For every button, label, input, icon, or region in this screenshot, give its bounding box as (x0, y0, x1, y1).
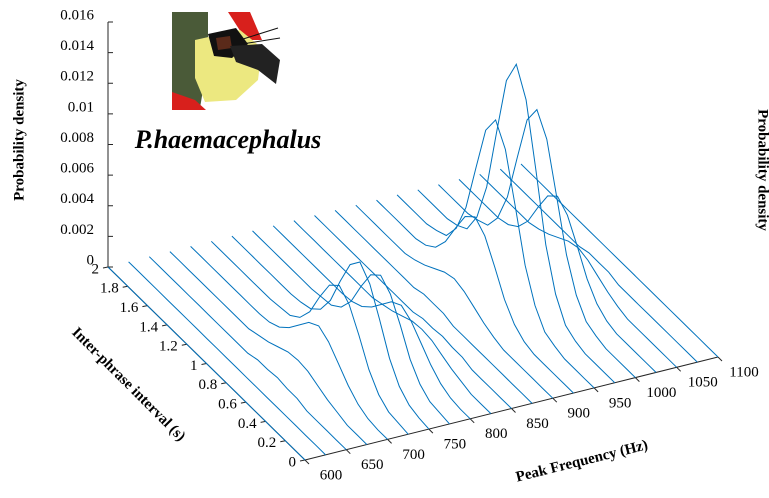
x-tick-label: 850 (526, 416, 549, 432)
x-tick (677, 367, 681, 371)
x-tick-label: 950 (609, 395, 632, 411)
y-tick (202, 364, 207, 365)
y-tick-label: 0 (289, 454, 297, 470)
density-line (356, 205, 553, 398)
annotation: P.haemacephalus (134, 125, 322, 154)
y-tick-label: 1 (190, 358, 198, 374)
x-tick (388, 439, 392, 443)
z-tick-label: 0.004 (60, 191, 94, 207)
x-tick (635, 378, 639, 382)
z-tick-label: 0.002 (60, 222, 94, 238)
z-tick-label: 0.016 (60, 7, 94, 23)
y-tick-label: 1.8 (100, 281, 119, 297)
y-tick (280, 441, 285, 442)
y-tick-label: 1.2 (159, 339, 178, 355)
z-tick-label: 0.012 (60, 69, 94, 85)
x-axis-title: Peak Frequency (Hz) (514, 437, 649, 485)
density-line (108, 267, 305, 460)
y-tick-label: 0.4 (238, 416, 257, 432)
y-tick-label: 0.6 (218, 397, 237, 413)
bird-icon (172, 12, 280, 110)
y-tick (103, 267, 108, 268)
clipped-label: Probability density (755, 109, 769, 231)
z-tick-label: 0.008 (60, 130, 94, 146)
density-line (500, 169, 697, 362)
x-tick (512, 409, 516, 413)
x-tick (718, 357, 722, 361)
y-tick-label: 0.2 (258, 435, 277, 451)
y-tick (162, 325, 167, 326)
x-tick (470, 419, 474, 423)
x-tick (346, 450, 350, 454)
x-tick-label: 1050 (688, 375, 718, 391)
x-tick-label: 700 (402, 447, 425, 463)
y-tick (221, 383, 226, 384)
x-tick-label: 1000 (646, 385, 676, 401)
x-tick (594, 388, 598, 392)
y-tick (123, 286, 128, 287)
x-tick-label: 750 (444, 437, 467, 453)
x-tick (553, 398, 557, 402)
density-line (521, 164, 718, 357)
density-line (170, 252, 367, 445)
x-tick-label: 800 (485, 426, 508, 442)
z-tick-label: 0.006 (60, 161, 94, 177)
density-line (418, 64, 615, 383)
y-tick-label: 1.4 (139, 319, 158, 335)
y-tick (261, 421, 266, 422)
x-tick-label: 900 (568, 406, 591, 422)
density-line (480, 174, 677, 367)
density-line (438, 110, 635, 378)
x-tick (305, 460, 309, 464)
chart: P.haemacephalus Probability density Inte… (0, 0, 769, 498)
y-tick (182, 344, 187, 345)
z-axis-title: Probability density (11, 79, 27, 201)
z-tick-label: 0 (87, 252, 95, 268)
x-tick-label: 600 (320, 467, 343, 483)
z-tick-label: 0.014 (60, 38, 94, 54)
x-tick-label: 650 (361, 457, 384, 473)
y-tick (241, 402, 246, 403)
y-tick (300, 460, 305, 461)
x-tick (429, 429, 433, 433)
y-tick-label: 0.8 (198, 377, 217, 393)
y-tick (142, 306, 147, 307)
density-line (459, 179, 656, 372)
density-line (315, 216, 512, 409)
y-tick-label: 1.6 (120, 300, 139, 316)
density-line (294, 221, 491, 414)
z-tick-label: 0.01 (68, 99, 94, 115)
density-line (273, 226, 470, 419)
x-tick-label: 1100 (729, 364, 758, 380)
density-line (397, 120, 594, 388)
density-line (211, 241, 408, 434)
density-line (232, 236, 429, 429)
